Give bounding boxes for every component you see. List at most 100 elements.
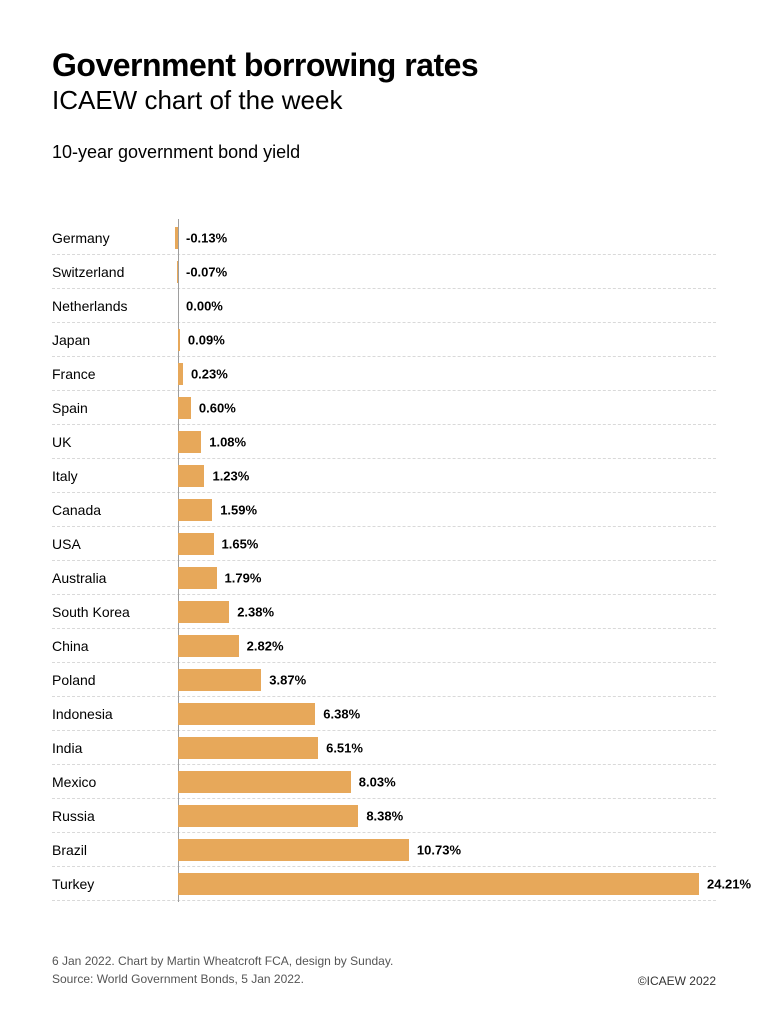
bar-cell: 1.65% [172,527,716,560]
country-label: France [52,366,172,382]
bar [178,703,315,725]
bar [178,839,409,861]
bond-yield-chart: Germany -0.13% Switzerland -0.07% Netherland… [52,221,716,901]
value-label: 1.23% [212,468,249,483]
bar-track: 2.82% [178,635,716,657]
chart-row: UK 1.08% [52,425,716,459]
bar-track: 1.08% [178,431,716,453]
bar [178,601,229,623]
bar [178,567,217,589]
chart-row: Germany -0.13% [52,221,716,255]
bar-cell: 0.60% [172,391,716,424]
bar-cell: 2.38% [172,595,716,628]
bar-cell: 24.21% [172,867,716,900]
bar-track: 3.87% [178,669,716,691]
bar [178,771,351,793]
bar [178,669,261,691]
bar [178,329,180,351]
bar-track: 24.21% [178,873,716,895]
value-label: 1.08% [209,434,246,449]
bar [178,465,204,487]
country-label: UK [52,434,172,450]
country-label: Brazil [52,842,172,858]
chart-row: USA1.65% [52,527,716,561]
value-label: 0.00% [186,298,223,313]
chart-row: Switzerland -0.07% [52,255,716,289]
bar-track: 2.38% [178,601,716,623]
chart-row: Spain 0.60% [52,391,716,425]
chart-row: Brazil 10.73% [52,833,716,867]
bar-track: 6.38% [178,703,716,725]
chart-row: Italy 1.23% [52,459,716,493]
bar-track: 0.23% [178,363,716,385]
value-label: 0.60% [199,400,236,415]
value-label: 2.38% [237,604,274,619]
country-label: Japan [52,332,172,348]
country-label: Italy [52,468,172,484]
bar-cell: -0.07% [172,255,716,288]
value-label: 8.03% [359,774,396,789]
value-label: 1.79% [225,570,262,585]
footer-source: Source: World Government Bonds, 5 Jan 20… [52,971,393,988]
bar-track: 8.03% [178,771,716,793]
bar-cell: 6.51% [172,731,716,764]
bar-track: 1.23% [178,465,716,487]
footer-credit: 6 Jan 2022. Chart by Martin Wheatcroft F… [52,953,393,970]
chart-row: Mexico8.03% [52,765,716,799]
country-label: Germany [52,230,172,246]
bar-cell: 0.23% [172,357,716,390]
bar-cell: 10.73% [172,833,716,866]
value-label: 3.87% [269,672,306,687]
bar [178,805,358,827]
bar-track: -0.13% [178,227,716,249]
bar [178,363,183,385]
bar-track: 8.38% [178,805,716,827]
value-label: 2.82% [247,638,284,653]
bar-track: 0.00% [178,295,716,317]
chart-row: Netherlands 0.00% [52,289,716,323]
chart-row: Russia 8.38% [52,799,716,833]
value-label: 1.65% [222,536,259,551]
bar-cell: 2.82% [172,629,716,662]
country-label: Poland [52,672,172,688]
value-label: 1.59% [220,502,257,517]
bar-track: -0.07% [178,261,716,283]
chart-row: France 0.23% [52,357,716,391]
chart-row: China2.82% [52,629,716,663]
chart-row: Canada 1.59% [52,493,716,527]
bar [175,227,178,249]
bar-track: 1.59% [178,499,716,521]
bar-cell: 1.59% [172,493,716,526]
bar [178,635,239,657]
bar-cell: 8.03% [172,765,716,798]
bar-track: 0.09% [178,329,716,351]
page-title: Government borrowing rates [52,48,716,83]
bar-track: 1.79% [178,567,716,589]
bar-cell: 0.09% [172,323,716,356]
chart-row: Australia 1.79% [52,561,716,595]
country-label: India [52,740,172,756]
value-label: -0.13% [186,230,227,245]
country-label: Netherlands [52,298,172,314]
bar-cell: -0.13% [172,221,716,254]
chart-row: Japan 0.09% [52,323,716,357]
chart-row: Poland 3.87% [52,663,716,697]
bar-track: 10.73% [178,839,716,861]
bar [178,737,318,759]
bar-cell: 0.00% [172,289,716,322]
country-label: Australia [52,570,172,586]
chart-row: Turkey24.21% [52,867,716,901]
bar-track: 1.65% [178,533,716,555]
bar [178,873,699,895]
country-label: Switzerland [52,264,172,280]
value-label: 10.73% [417,842,461,857]
country-label: Spain [52,400,172,416]
value-label: -0.07% [186,264,227,279]
chart-title: 10-year government bond yield [52,142,716,163]
chart-row: India 6.51% [52,731,716,765]
country-label: Russia [52,808,172,824]
bar-cell: 6.38% [172,697,716,730]
bar [178,431,201,453]
value-label: 6.51% [326,740,363,755]
country-label: Canada [52,502,172,518]
